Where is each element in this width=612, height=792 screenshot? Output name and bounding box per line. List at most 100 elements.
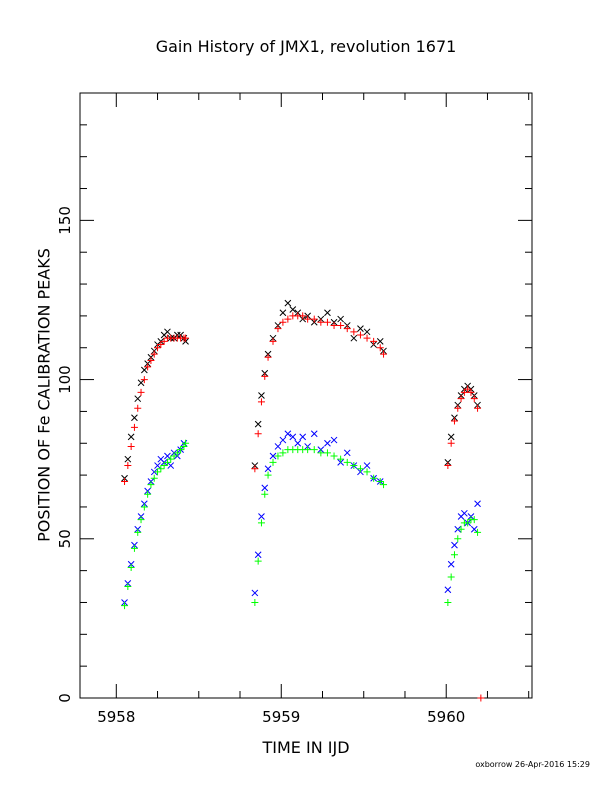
- data-point: [140, 376, 148, 384]
- data-point: [154, 462, 161, 469]
- data-point: [154, 344, 162, 352]
- data-point: [310, 315, 318, 323]
- data-point: [274, 443, 282, 450]
- data-point: [279, 436, 287, 444]
- data-point: [150, 350, 158, 358]
- data-point: [269, 337, 277, 345]
- data-point: [289, 433, 297, 441]
- data-point: [477, 694, 485, 702]
- data-point: [337, 315, 344, 323]
- data-point: [447, 439, 455, 447]
- data-point: [363, 334, 371, 342]
- data-point: [444, 462, 452, 470]
- data-point: [444, 598, 452, 606]
- data-point: [324, 439, 331, 447]
- data-point: [447, 573, 455, 581]
- data-point: [284, 315, 292, 323]
- data-point: [450, 551, 458, 559]
- data-point: [317, 449, 325, 457]
- footer-stamp: oxborrow 26-Apr-2016 15:29: [475, 760, 590, 769]
- data-point: [182, 439, 190, 447]
- data-point: [474, 500, 481, 508]
- data-point: [343, 325, 351, 333]
- data-point: [251, 465, 259, 473]
- data-point: [134, 395, 142, 403]
- data-point: [294, 439, 302, 447]
- data-point: [330, 436, 338, 444]
- data-point: [258, 513, 265, 520]
- data-point: [257, 398, 265, 406]
- data-point: [450, 417, 458, 425]
- data-point: [284, 299, 292, 307]
- data-point: [323, 449, 331, 457]
- data-point: [370, 474, 378, 482]
- data-point: [323, 318, 331, 326]
- data-point: [131, 414, 138, 422]
- data-point: [254, 557, 262, 565]
- data-point: [130, 423, 138, 431]
- data-point: [474, 528, 482, 536]
- data-point: [121, 602, 129, 610]
- data-point: [163, 458, 171, 466]
- data-point: [330, 321, 338, 329]
- data-point: [173, 449, 181, 457]
- data-point: [376, 344, 384, 352]
- data-point: [380, 481, 388, 489]
- data-point: [299, 312, 307, 320]
- data-point: [279, 449, 287, 457]
- data-point: [147, 356, 155, 364]
- data-point: [124, 462, 132, 470]
- data-point: [279, 309, 287, 317]
- data-point: [137, 516, 145, 524]
- chart-title: Gain History of JMX1, revolution 1671: [155, 37, 457, 56]
- data-point: [182, 334, 190, 342]
- data-point: [264, 471, 272, 479]
- data-point: [157, 341, 165, 349]
- data-point: [304, 315, 312, 323]
- data-point: [264, 353, 272, 361]
- data-point: [121, 477, 129, 485]
- y-tick-label: 150: [56, 206, 74, 235]
- data-point: [261, 484, 269, 492]
- data-point: [154, 468, 162, 476]
- data-point: [134, 404, 142, 412]
- data-point: [310, 430, 318, 438]
- y-tick-label: 0: [56, 693, 74, 703]
- data-point: [274, 325, 282, 333]
- data-point: [447, 433, 455, 441]
- data-point: [137, 388, 145, 396]
- data-point: [470, 395, 478, 403]
- data-point: [357, 325, 364, 332]
- data-point: [264, 465, 272, 473]
- y-tick-label: 100: [56, 365, 74, 394]
- data-point: [254, 430, 262, 438]
- x-tick-label: 5958: [97, 708, 135, 726]
- data-point: [150, 474, 158, 482]
- data-point: [337, 455, 345, 463]
- data-point: [257, 519, 265, 527]
- data-point: [124, 455, 132, 463]
- data-point: [447, 560, 455, 568]
- data-point: [457, 395, 465, 403]
- data-point: [317, 318, 325, 326]
- data-point: [289, 306, 297, 313]
- data-point: [454, 404, 462, 412]
- data-point: [180, 442, 188, 450]
- data-point: [299, 433, 307, 441]
- axis-ticks: 5958 5959 5960 0 50 100 150: [56, 92, 532, 726]
- data-point: [134, 528, 142, 536]
- data-point: [157, 465, 165, 473]
- data-point: [160, 337, 168, 345]
- data-point: [470, 516, 478, 524]
- data-point: [279, 318, 287, 326]
- data-point: [137, 379, 145, 387]
- data-point: [164, 452, 171, 460]
- data-point: [170, 452, 178, 460]
- data-point: [350, 328, 358, 336]
- data-point: [251, 598, 259, 606]
- data-point: [140, 366, 148, 374]
- data-point: [127, 442, 135, 450]
- data-point: [147, 481, 155, 489]
- data-point: [464, 519, 472, 527]
- data-marks: [121, 299, 485, 702]
